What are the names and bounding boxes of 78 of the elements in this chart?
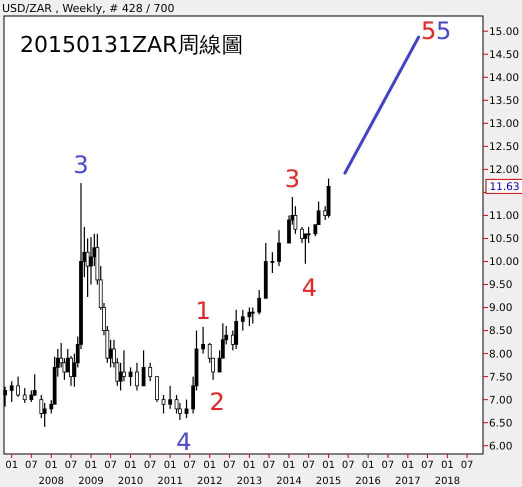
candlestick xyxy=(248,306,252,327)
annotation: 3 xyxy=(284,165,300,194)
x-tick-label: 07 xyxy=(460,460,474,471)
candlestick xyxy=(250,306,255,324)
text: 20150131ZAR周線圖 xyxy=(20,33,244,58)
y-tick-label: 6.50 xyxy=(489,417,512,430)
chart-subtitle: USD/ZAR , Weekly, # 428 / 700 xyxy=(2,2,175,15)
x-tick-label: 07 xyxy=(24,460,38,471)
x-tick-label: 01 xyxy=(5,460,18,471)
candlestick xyxy=(300,226,304,244)
y-tick-label: 8.50 xyxy=(489,325,512,338)
candlestick xyxy=(42,402,47,428)
candlestick xyxy=(184,399,188,419)
y-tick-label: 10.00 xyxy=(489,256,520,268)
candlestick xyxy=(257,289,262,316)
x-tick-label: 01 2014 xyxy=(276,460,302,487)
y-tick-label: 14.50 xyxy=(489,48,520,61)
candlestick xyxy=(22,388,27,404)
y-tick-label: 11.00 xyxy=(489,210,520,222)
annotation: 5 xyxy=(420,17,436,46)
x-tick-label: 07 xyxy=(421,460,434,471)
annotation: 1 xyxy=(195,296,211,325)
y-tick-label: 7.50 xyxy=(489,371,512,384)
candlestick xyxy=(69,355,73,386)
y-tick-label: 7.00 xyxy=(489,394,512,406)
x-tick-label: 01 2015 xyxy=(316,460,342,487)
candlestick xyxy=(155,376,159,403)
annotation: 2 xyxy=(209,388,225,416)
x-tick-label: 07 xyxy=(223,460,236,471)
candlestick xyxy=(128,366,132,386)
x-tick-label: 07 xyxy=(382,460,394,471)
candlestick xyxy=(234,309,238,350)
x-tick-label: 01 2009 xyxy=(78,460,104,487)
y-tick-label: 6.00 xyxy=(489,440,512,452)
x-tick-label: 01 2011 xyxy=(157,460,183,487)
y-tick-label: 12.50 xyxy=(489,141,520,154)
x-tick-label: 01 2013 xyxy=(236,460,262,487)
y-tick-label: 13.50 xyxy=(489,94,520,107)
x-tick-label: 01 2017 xyxy=(395,460,421,487)
candlestick xyxy=(277,230,281,267)
x-tick-label: 01 2008 xyxy=(38,460,64,487)
x-tick-label: 07 xyxy=(262,460,276,471)
candlestick xyxy=(122,350,126,382)
y-tick-label: 9.00 xyxy=(489,302,512,314)
y-tick-label: 13.00 xyxy=(489,118,520,130)
x-tick-label: 07 xyxy=(183,460,196,471)
candlestick xyxy=(135,362,139,392)
y-tick-label: 8.00 xyxy=(489,348,512,360)
y-tick-label: 14.00 xyxy=(489,72,520,84)
candlestick xyxy=(16,376,20,398)
candlestick xyxy=(306,226,311,244)
candlestick xyxy=(240,309,245,332)
annotation: 4 xyxy=(176,428,192,456)
x-tick-label: 07 xyxy=(104,460,117,471)
y-tick-label: 12.00 xyxy=(489,164,520,176)
y-tick-label: 10.50 xyxy=(489,233,520,246)
x-tick-label: 01 2018 xyxy=(434,460,460,487)
x-tick-label: 07 xyxy=(64,460,78,471)
candlestick xyxy=(168,385,172,410)
candlestick xyxy=(162,394,166,414)
y-tick-label: 15.00 xyxy=(489,26,520,38)
candlestick xyxy=(148,362,152,382)
x-tick-label: 01 2012 xyxy=(196,460,222,487)
annotation: 11.63 xyxy=(489,181,520,194)
candlestick xyxy=(142,350,146,386)
candlestick xyxy=(89,236,93,286)
x-tick-label: 07 xyxy=(342,460,355,471)
annotation: 3 xyxy=(73,151,89,180)
x-tick-label: 01 2010 xyxy=(118,460,144,487)
candlestick xyxy=(270,252,274,274)
y-tick-label: 9.50 xyxy=(489,279,512,292)
x-tick-label: 07 xyxy=(302,460,315,471)
candlestick xyxy=(10,380,14,403)
annotation: 4 xyxy=(302,274,318,302)
x-tick-label: 07 xyxy=(144,460,157,471)
annotation: 5 xyxy=(436,17,452,46)
candlestick xyxy=(201,326,206,354)
x-tick-label: 01 2016 xyxy=(355,460,381,487)
